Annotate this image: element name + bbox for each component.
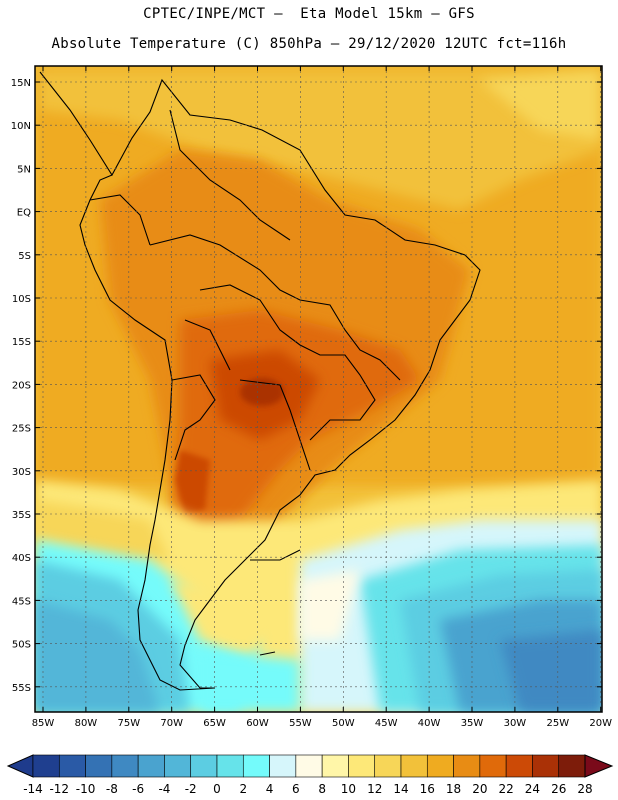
colorbar-swatch [505,754,533,778]
lat-label: 10S [12,294,31,305]
colorbar-swatch [558,754,586,778]
lon-label: 70W [160,718,183,729]
colorbar-swatch [479,754,507,778]
axis-ticks [35,66,602,712]
lat-label: 15S [12,337,31,348]
lon-label: 60W [246,718,269,729]
lat-label: 5S [18,251,31,262]
colorbar-label: 14 [393,782,408,796]
colorbar-label: -12 [49,782,69,796]
colorbar-min-arrow [6,754,34,778]
colorbar-swatch [321,754,349,778]
colorbar-label: -4 [158,782,170,796]
lon-label: 25W [546,718,569,729]
colorbar-label: 22 [499,782,514,796]
colorbar-swatch [374,754,402,778]
colorbar-swatch [295,754,323,778]
colorbar-max-arrow [584,754,614,778]
lat-label: 10N [11,121,31,132]
lat-label: 15N [11,78,31,89]
colorbar-label: 2 [239,782,247,796]
colorbar-label: 4 [266,782,274,796]
lon-label: 30W [504,718,527,729]
colorbar-swatch [453,754,481,778]
chart-title-line1: CPTEC/INPE/MCT – Eta Model 15km – GFS [143,6,475,22]
lat-label: 50S [12,640,31,651]
colorbar-label: 18 [446,782,461,796]
lat-label: 5N [17,164,31,175]
lon-label: 40W [418,718,441,729]
colorbar: -14 -12 -10 -8 -6 -4 -2 0 2 4 6 8 10 12 14 16 18 20 22 24 26… [6,754,614,796]
colorbar-swatch [32,754,60,778]
colorbar-swatch [137,754,165,778]
coastlines [39,71,481,691]
lat-label: EQ [17,208,31,219]
lat-label: 40S [12,553,31,564]
lon-label: 20W [589,718,612,729]
colorbar-label: 6 [292,782,300,796]
map-frame [34,65,603,713]
colorbar-swatch [532,754,560,778]
colorbar-swatch [111,754,139,778]
colorbar-label: 26 [551,782,566,796]
lat-label: 55S [12,683,31,694]
colorbar-label: -14 [23,782,43,796]
colorbar-label: 20 [472,782,487,796]
colorbar-swatch [400,754,428,778]
colorbar-label: 0 [213,782,221,796]
colorbar-label: 8 [318,782,326,796]
colorbar-swatch [242,754,270,778]
colorbar-swatch [269,754,297,778]
colorbar-swatch [216,754,244,778]
colorbar-label: 24 [525,782,540,796]
temperature-field [35,66,602,712]
colorbar-label: -6 [132,782,144,796]
lat-label: 35S [12,510,31,521]
colorbar-label: -8 [106,782,118,796]
colorbar-label: -10 [76,782,96,796]
longitude-labels: 85W 80W 75W 70W 65W 60W 55W 50W 45W 40W 35W 30W 25W 2… [32,718,612,729]
colorbar-swatch [348,754,376,778]
lon-label: 85W [32,718,55,729]
colorbar-swatch [164,754,192,778]
lat-label: 30S [12,467,31,478]
lat-label: 45S [12,596,31,607]
lon-label: 45W [375,718,398,729]
colorbar-swatch [426,754,454,778]
colorbar-label: 28 [577,782,592,796]
lon-label: 35W [461,718,484,729]
colorbar-label: 10 [341,782,356,796]
lat-label: 25S [12,424,31,435]
lon-label: 65W [203,718,226,729]
colorbar-label: 16 [420,782,435,796]
colorbar-label: 12 [367,782,382,796]
colorbar-swatch [190,754,218,778]
lon-label: 50W [332,718,355,729]
lon-label: 75W [117,718,140,729]
colorbar-swatch [58,754,86,778]
lat-label: 20S [12,380,31,391]
colorbar-swatch [85,754,113,778]
chart-title-line2: Absolute Temperature (C) 850hPa – 29/12/… [51,36,567,52]
colorbar-label: -2 [185,782,197,796]
latitude-labels: 15N 10N 5N EQ 5S 10S 15S 20S 25S 30S 35S 40S 45S 50S 5… [11,78,31,694]
lon-label: 55W [289,718,312,729]
lon-label: 80W [75,718,98,729]
